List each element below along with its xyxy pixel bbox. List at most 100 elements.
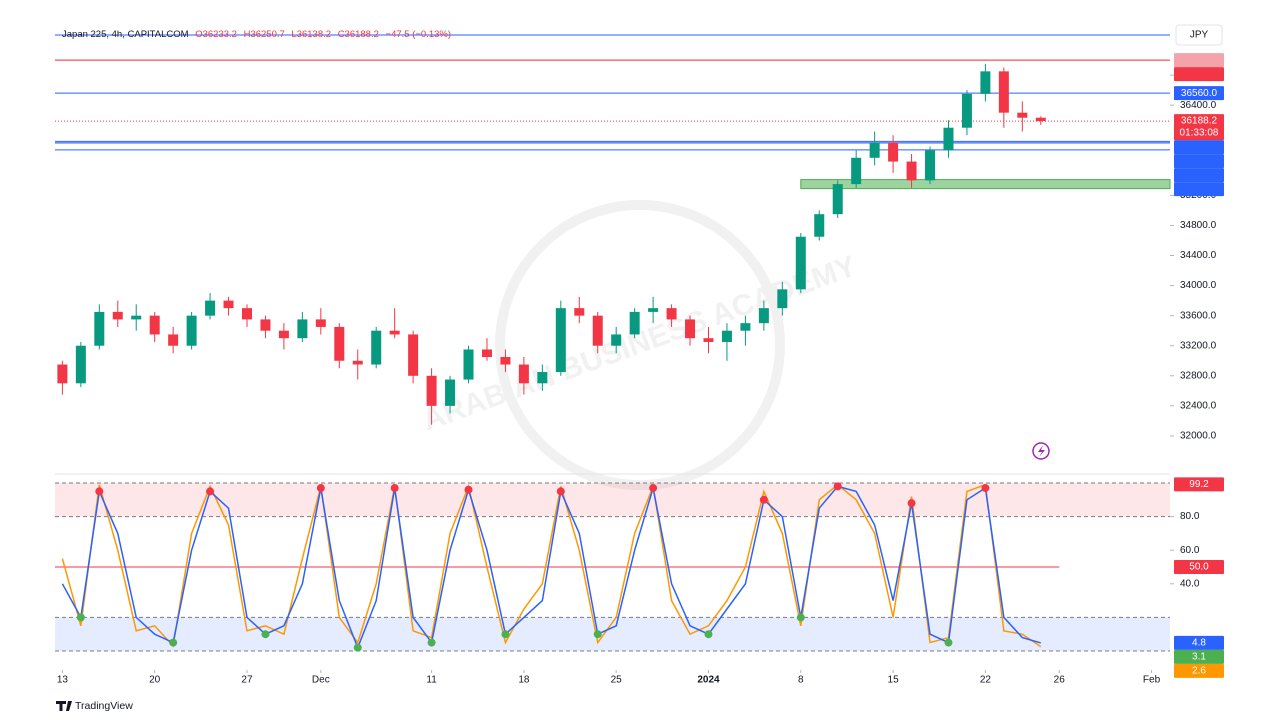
trough-dot: [593, 630, 602, 639]
candle-body: [925, 150, 936, 181]
price-tag: [1174, 168, 1224, 183]
symbol: Japan 225, 4h, CAPITALCOM: [62, 29, 189, 40]
branding: TradingView: [75, 700, 133, 712]
price-tag: [1174, 140, 1224, 155]
x-tick-label: 11: [426, 675, 437, 686]
alert-bolt: [1038, 445, 1045, 457]
candle-body: [703, 338, 714, 342]
y-tick-label: 34400.0: [1180, 250, 1217, 261]
candle-body: [961, 93, 972, 128]
candle-body: [389, 330, 400, 335]
candle-body: [648, 308, 659, 312]
candle-body: [168, 334, 179, 346]
ohlc-close: C36188.2: [338, 29, 379, 40]
y-tick-label: 34000.0: [1180, 280, 1217, 291]
trough-dot: [76, 613, 85, 622]
trough-dot: [427, 638, 436, 647]
currency[interactable]: JPY: [1190, 30, 1209, 41]
peak-dot: [316, 484, 325, 493]
y-tick-label: 36400.0: [1180, 100, 1217, 111]
x-tick-label: 13: [57, 675, 69, 686]
candle-body: [334, 326, 345, 361]
price-tag-label: 36188.2: [1181, 116, 1218, 127]
candle-body: [574, 308, 585, 316]
price-tag: [1174, 477, 1224, 492]
countdown: 01:33:08: [1180, 128, 1219, 139]
watermark-ring: [495, 200, 785, 490]
candle-body: [278, 330, 289, 339]
candle-body: [481, 349, 492, 357]
trough-dot: [353, 643, 362, 652]
candle-body: [426, 375, 437, 406]
trough-dot: [169, 638, 178, 647]
x-tick-label: Feb: [1143, 675, 1161, 686]
x-tick-label: 8: [798, 675, 804, 686]
candle-body: [149, 315, 160, 335]
candle-body: [518, 364, 529, 384]
price-tag-label: 2.6: [1192, 666, 1206, 677]
candle-body: [1017, 112, 1028, 118]
candle-body: [131, 315, 142, 320]
peak-dot: [206, 487, 215, 496]
candle-body: [795, 236, 806, 290]
candle-body: [998, 71, 1009, 113]
peak-dot: [833, 482, 842, 491]
price-tag-label: 99.2: [1189, 479, 1209, 490]
x-tick-label: 22: [980, 675, 992, 686]
trough-dot: [944, 638, 953, 647]
y-tick-label: 60.0: [1180, 545, 1200, 556]
x-tick-label: 15: [888, 675, 900, 686]
candle-body: [611, 334, 622, 346]
candle-body: [758, 308, 769, 324]
y-tick-label: 32000.0: [1180, 431, 1217, 442]
y-tick-label: 32400.0: [1180, 401, 1217, 412]
x-tick-label: 27: [241, 675, 253, 686]
x-tick-label: Dec: [312, 675, 330, 686]
price-tag: [1174, 635, 1224, 650]
candle-body: [352, 360, 363, 365]
candle-body: [943, 127, 954, 151]
candle-body: [555, 308, 566, 373]
candle-body: [814, 214, 825, 237]
oscillator-line: [61, 485, 1041, 650]
candle-body: [408, 334, 419, 376]
x-tick-label: 18: [518, 675, 530, 686]
candle-body: [592, 315, 603, 346]
peak-dot: [464, 485, 473, 494]
y-tick-label: 33200.0: [1180, 340, 1217, 351]
ohlc-high: H36250.7: [244, 29, 285, 40]
price-tag: [1174, 560, 1224, 574]
candle-body: [740, 323, 751, 331]
price-tag: [1174, 114, 1224, 141]
price-tag-label: 50.0: [1189, 562, 1209, 573]
candle-body: [223, 300, 234, 309]
alert-icon: [1032, 442, 1050, 460]
trough-dot: [704, 630, 713, 639]
candle-body: [869, 142, 880, 158]
currency-button[interactable]: [1175, 24, 1223, 46]
peak-dot: [390, 484, 399, 493]
ohlc-low: L36138.2: [291, 29, 331, 40]
candle-body: [777, 289, 788, 309]
x-tick-label: 25: [611, 675, 623, 686]
y-tick-label: 32800.0: [1180, 370, 1217, 381]
trough-dot: [501, 630, 510, 639]
candle-body: [112, 311, 123, 320]
x-tick-label: 26: [1054, 675, 1066, 686]
candle-body: [537, 372, 548, 384]
price-tag: [1174, 154, 1224, 169]
candle-body: [721, 330, 732, 342]
x-tick-label: 2024: [697, 675, 720, 686]
trough-dot: [796, 613, 805, 622]
price-tag-label: 36560.0: [1181, 88, 1218, 99]
candle-body: [980, 71, 991, 94]
price-tag: [1174, 663, 1224, 678]
peak-dot: [759, 495, 768, 504]
peak-dot: [907, 499, 916, 508]
alert-ring: [1032, 442, 1050, 460]
candle-body: [1035, 117, 1046, 122]
candle-body: [205, 300, 216, 316]
candle-body: [463, 349, 474, 380]
price-tag: [1174, 649, 1224, 664]
